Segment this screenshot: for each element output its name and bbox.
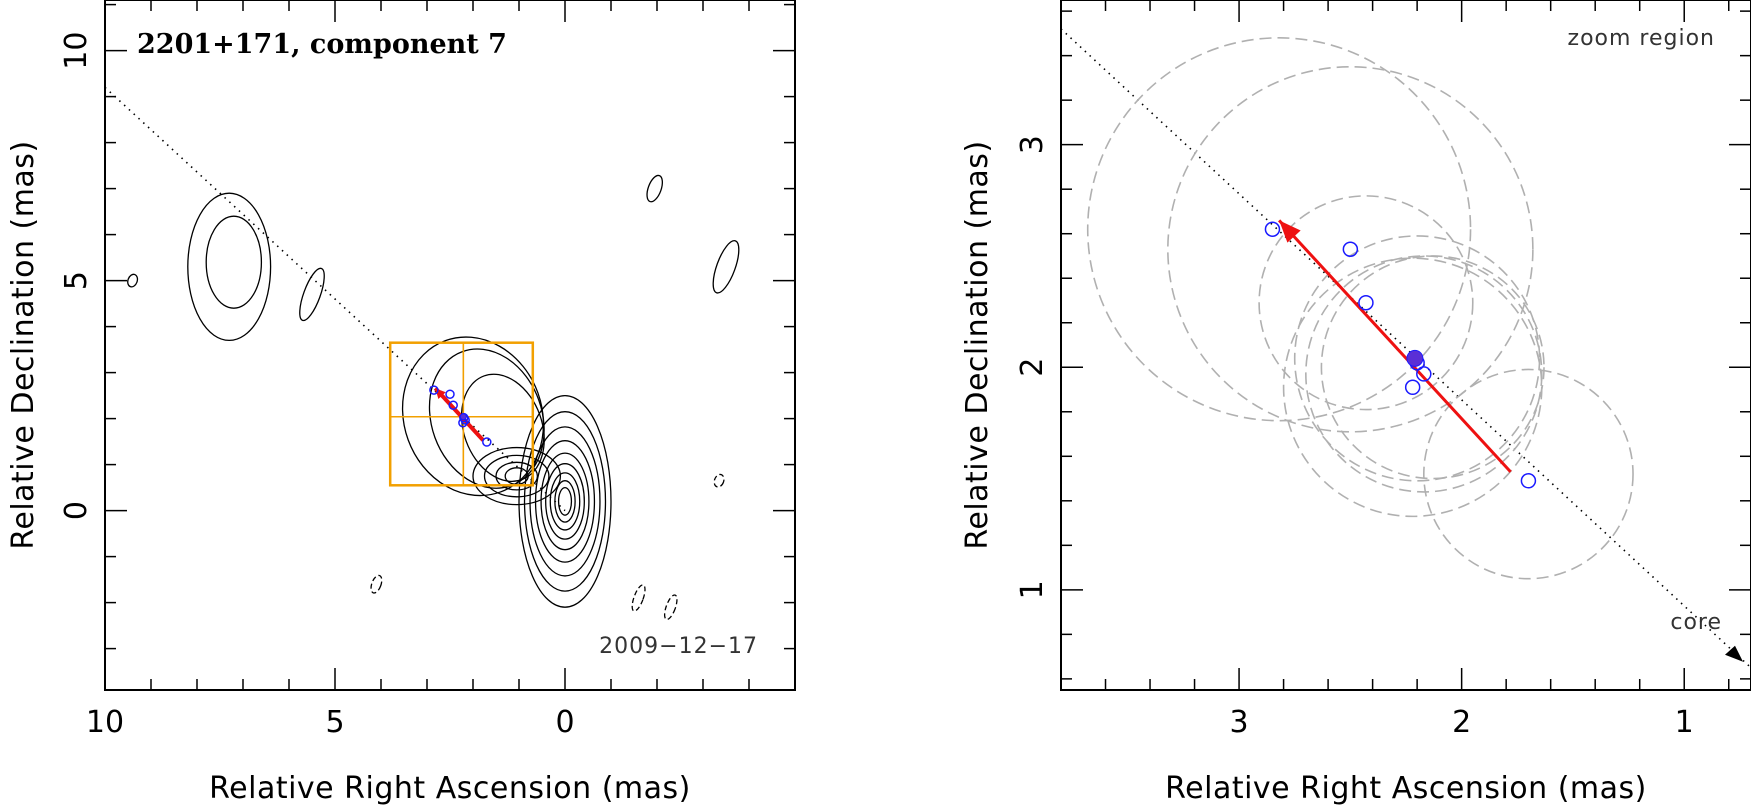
zoom-region-box <box>388 341 535 487</box>
component-position <box>1404 379 1421 396</box>
core-contour <box>518 394 612 608</box>
core-contour <box>523 411 607 592</box>
y-tick-label: 0 <box>59 501 94 520</box>
core-contour <box>534 440 596 563</box>
negative-contour <box>713 473 725 488</box>
position-error-circle <box>1293 235 1541 482</box>
x-tick-label: 5 <box>325 705 344 740</box>
core-contour <box>529 426 601 577</box>
motion-vector <box>1278 219 1512 473</box>
knot-contour <box>483 454 550 498</box>
contours <box>127 174 740 621</box>
core-contour <box>540 452 590 551</box>
outer-knot-contour <box>205 215 263 309</box>
knot-contour <box>472 446 562 506</box>
component-position <box>1264 221 1281 238</box>
zoom-region-label: zoom region <box>1568 26 1715 51</box>
component-position <box>1520 473 1537 489</box>
panel-full-map-ticks: 10 5 0 10 5 0 <box>59 0 796 740</box>
mean-position <box>459 413 467 421</box>
panel-zoom-region-ticks: 3 2 1 3 2 1 <box>1015 0 1751 740</box>
component-position <box>482 437 492 447</box>
component-position <box>445 389 455 399</box>
panel-full-map-title: 2201+171, component 7 <box>137 29 507 60</box>
mean-position <box>1406 349 1424 367</box>
component-position <box>448 400 458 411</box>
negative-contour <box>663 594 678 621</box>
position-error-circle <box>1258 195 1474 411</box>
core-contour <box>554 480 576 523</box>
position-error-circle <box>1086 37 1472 422</box>
core-contour <box>545 463 585 540</box>
position-error-circle <box>1320 255 1545 480</box>
panel-full-map: 10 5 0 10 5 0 2201+171, component 7 2009−12−1… <box>6 0 796 806</box>
knot-contour <box>495 461 539 491</box>
y-tick-label: 10 <box>59 32 94 70</box>
panel-full-map-y-axis-title: Relative Declination (mas) <box>6 140 41 549</box>
component-position <box>1342 241 1359 258</box>
y-tick-label: 3 <box>1015 135 1050 154</box>
panel-full-map-plot-area <box>105 86 740 621</box>
x-tick-label: 3 <box>1230 705 1249 740</box>
isolated-contour <box>299 267 325 322</box>
isolated-contour <box>646 174 664 203</box>
negative-contour <box>370 574 383 594</box>
core-contour <box>557 486 573 516</box>
y-tick-label: 2 <box>1015 358 1050 377</box>
position-error-circle <box>1423 368 1634 580</box>
jet-contour <box>428 348 545 489</box>
panel-zoom-region-y-axis-title: Relative Declination (mas) <box>960 140 995 549</box>
component-position <box>1358 294 1374 311</box>
jet-direction-line <box>1061 28 1751 669</box>
panel-full-map-x-axis-title: Relative Right Ascension (mas) <box>209 771 691 806</box>
negative-contour <box>631 584 646 612</box>
position-error-circle <box>1167 65 1534 433</box>
position-error-circle <box>1305 255 1543 493</box>
x-tick-label: 0 <box>555 705 574 740</box>
outer-knot-contour <box>187 192 272 342</box>
x-tick-label: 2 <box>1452 705 1471 740</box>
isolated-contour <box>712 240 740 294</box>
panel-zoom-region-plot-area <box>1061 28 1751 669</box>
y-tick-label: 1 <box>1015 580 1050 599</box>
component-position <box>1416 366 1432 382</box>
jet-direction-line <box>105 86 566 512</box>
motion-vector <box>433 386 485 442</box>
core-arrow <box>1725 645 1743 662</box>
core-label: core <box>1670 610 1722 635</box>
core-contour <box>549 472 581 531</box>
panel-full-map-frame <box>104 0 796 691</box>
epoch-label: 2009−12−17 <box>599 634 758 659</box>
panel-zoom-region-frame <box>1060 0 1751 691</box>
component-position <box>429 385 439 395</box>
isolated-contour <box>127 273 139 288</box>
panel-zoom-region: 3 2 1 3 2 1 zoom region core Relative Right A… <box>960 0 1751 806</box>
motion-vector-head <box>1279 220 1301 243</box>
position-error-circle <box>1282 257 1543 518</box>
panel-zoom-region-x-axis-title: Relative Right Ascension (mas) <box>1165 771 1647 806</box>
y-tick-label: 5 <box>59 271 94 290</box>
x-tick-label: 1 <box>1675 705 1694 740</box>
jet-contour <box>401 336 545 497</box>
x-tick-label: 10 <box>86 705 124 740</box>
